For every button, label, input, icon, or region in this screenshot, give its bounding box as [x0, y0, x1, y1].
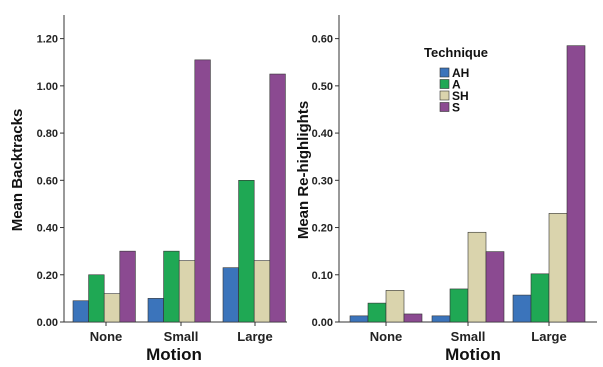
y-axis-title: Mean Re-highlights — [295, 101, 312, 239]
legend-swatch-a — [439, 79, 450, 89]
bar-ah-none — [349, 315, 369, 323]
bar-sh-small — [467, 231, 487, 323]
legend-label-ah: AH — [452, 66, 469, 80]
bar-s-none — [403, 313, 423, 323]
bar-ah-none — [72, 300, 89, 323]
x-axis-title: Motion — [146, 345, 202, 364]
legend-label-a: A — [452, 78, 461, 92]
legend-title: Technique — [424, 45, 488, 60]
x-tick-label: None — [370, 329, 403, 344]
y-tick-label: 1.20 — [37, 34, 58, 46]
y-tick-label: 0.20 — [312, 223, 333, 235]
bar-sh-large — [253, 260, 271, 323]
y-tick-label: 0.40 — [312, 128, 333, 140]
y-tick-label: 0.40 — [37, 223, 58, 235]
y-tick-label: 0.30 — [312, 175, 333, 187]
y-tick-label: 0.60 — [312, 34, 333, 46]
bar-a-none — [367, 302, 387, 323]
bar-a-small — [163, 250, 180, 323]
legend-label-s: S — [452, 101, 460, 115]
y-tick-label: 0.10 — [312, 270, 333, 282]
x-tick-label: None — [90, 329, 123, 344]
y-axis-title: Mean Backtracks — [9, 109, 26, 232]
y-tick-label: 0.80 — [37, 128, 58, 140]
legend-swatch-ah — [439, 67, 450, 78]
legend-swatch-s — [439, 102, 450, 112]
bar-sh-none — [385, 290, 405, 323]
bar-s-large — [269, 73, 286, 323]
bar-ah-large — [222, 267, 239, 323]
chart-panel-2: 0.00 0.10 0.20 0.30 0.40 0.50 0.60 None Small Lar… — [295, 15, 597, 364]
y-tick-label: 0.20 — [37, 270, 58, 282]
bar-s-large — [566, 45, 586, 323]
bar-ah-small — [147, 298, 164, 323]
y-tick-label: 0.60 — [37, 175, 58, 187]
bar-sh-large — [548, 213, 568, 323]
y-tick-label: 0.50 — [312, 81, 333, 93]
bar-a-large — [238, 180, 255, 323]
y-tick-label: 0.00 — [312, 317, 333, 329]
bar-a-none — [88, 274, 105, 323]
bar-s-small — [485, 251, 505, 323]
x-axis-title: Motion — [445, 345, 501, 364]
legend-swatch-sh — [439, 90, 450, 101]
x-tick-label: Small — [451, 329, 486, 344]
x-tick-label: Large — [237, 329, 272, 344]
bar-s-small — [194, 59, 211, 323]
bar-sh-small — [178, 260, 196, 323]
x-tick-label: Small — [164, 329, 199, 344]
bar-ah-large — [512, 294, 532, 323]
x-tick-label: Large — [531, 329, 566, 344]
bar-a-small — [449, 288, 469, 323]
bar-a-large — [530, 273, 550, 323]
y-tick-label: 1.00 — [37, 81, 58, 93]
bar-s-none — [119, 250, 136, 323]
bar-ah-small — [431, 315, 451, 323]
chart-panel-1: 0.00 0.20 0.40 0.60 0.80 1.00 1.20 None Small Lar… — [9, 15, 287, 364]
bar-sh-none — [103, 293, 121, 323]
legend-label-sh: SH — [452, 89, 469, 103]
y-tick-label: 0.00 — [37, 317, 58, 329]
